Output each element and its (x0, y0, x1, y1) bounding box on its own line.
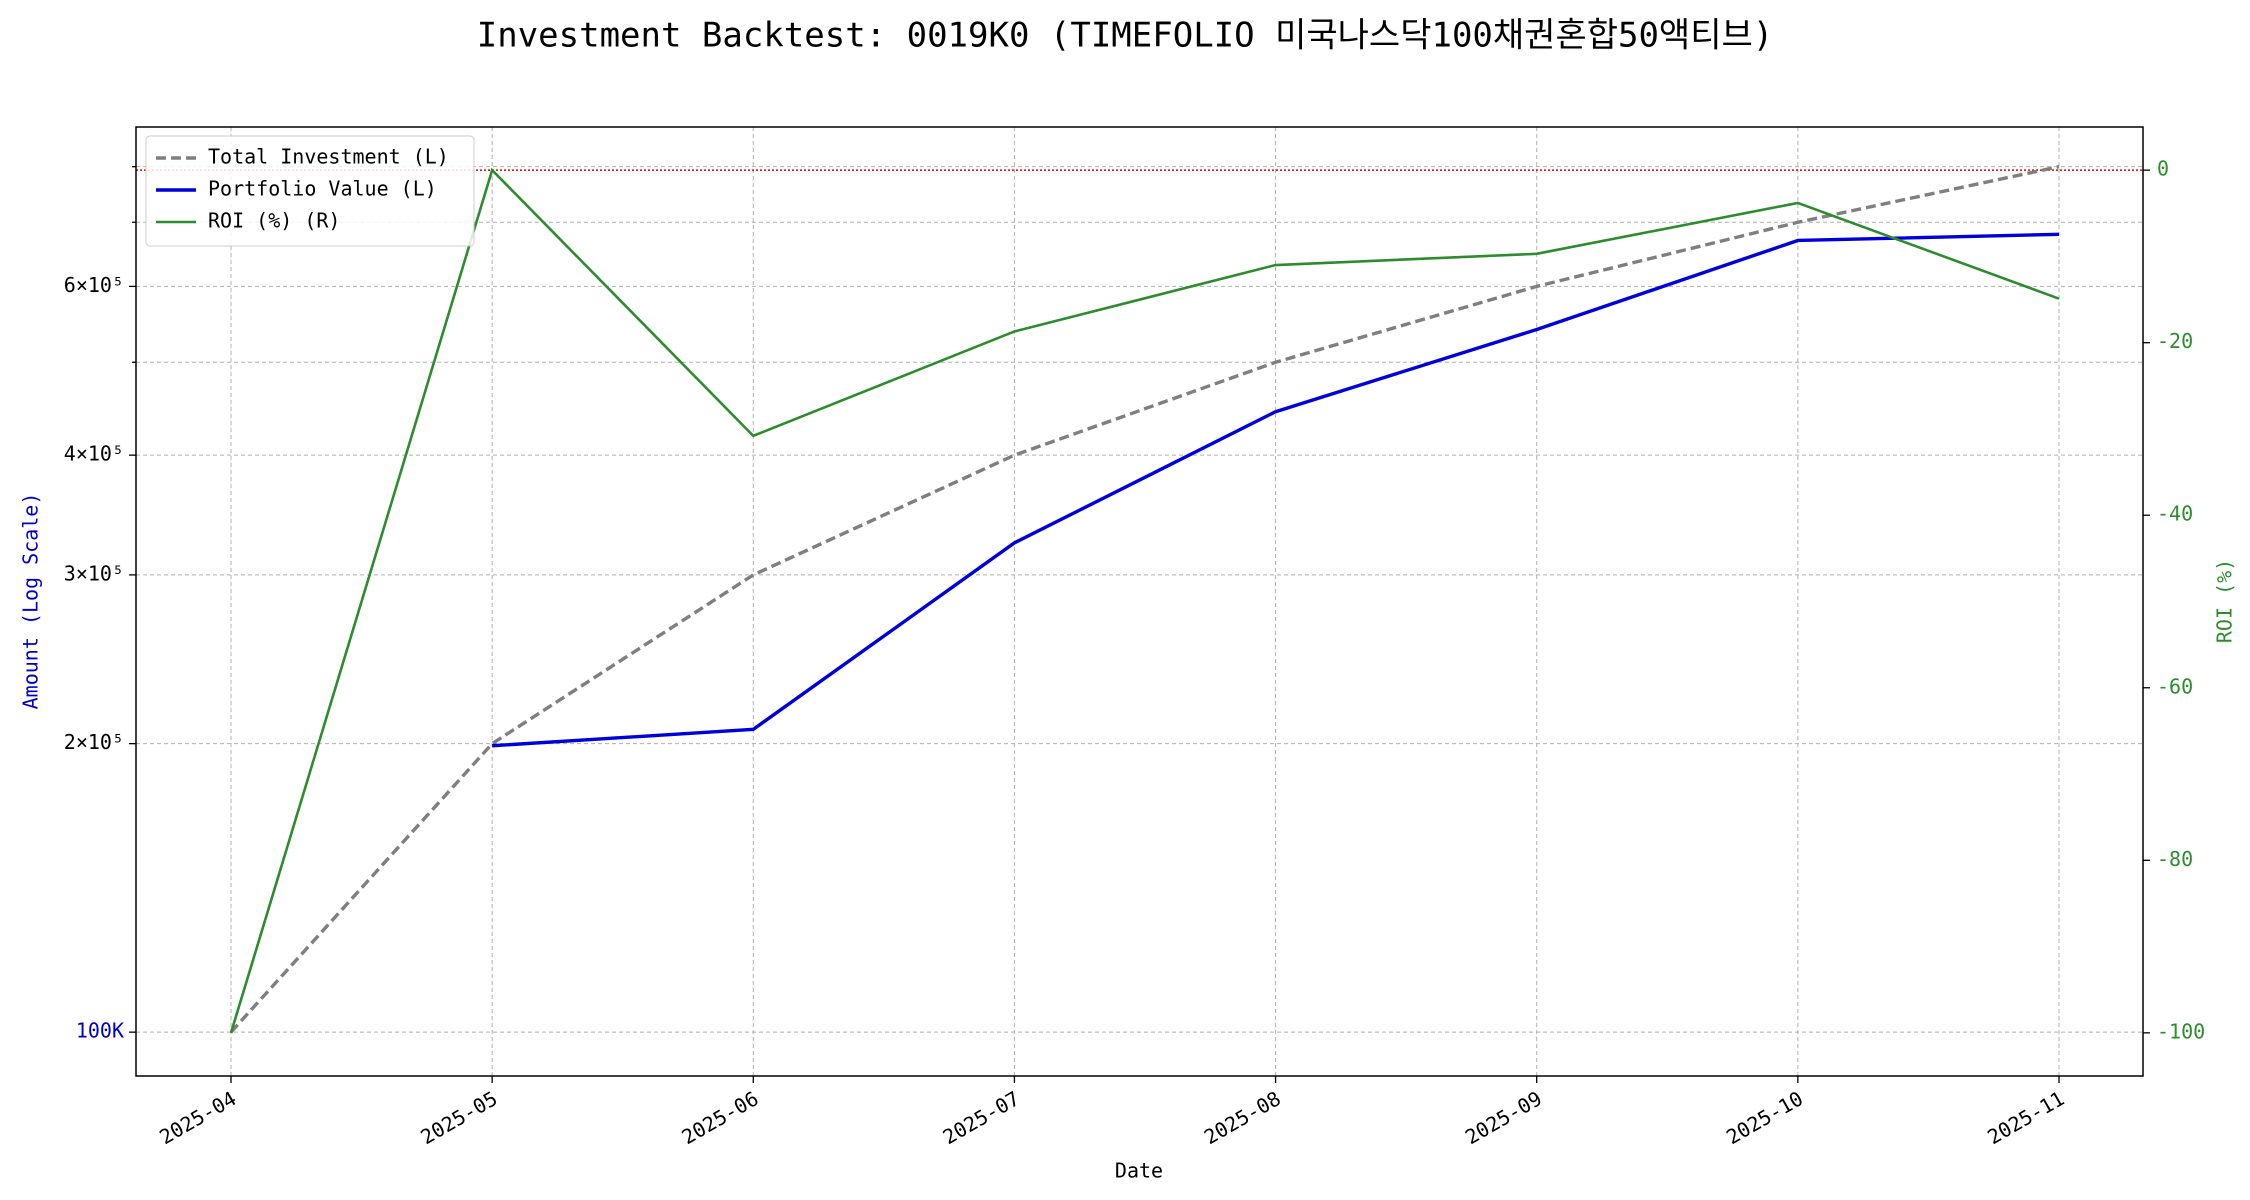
y2-tick-label: 0 (2157, 157, 2169, 181)
series-line (229, 165, 2060, 1034)
legend-label: ROI (%) (R) (208, 209, 340, 233)
series-line (492, 232, 2060, 748)
y2-tick-label: -20 (2157, 329, 2193, 353)
y-tick-label: 4×10⁵ (64, 442, 124, 466)
legend-box (145, 135, 475, 247)
x-tick-label: 2025-04 (155, 1086, 240, 1149)
y-tick-label: 100K (76, 1019, 124, 1043)
y-axis-label: Amount (Log Scale) (19, 493, 43, 710)
x-tick-label: 2025-10 (1722, 1086, 1807, 1149)
x-tick-label: 2025-05 (416, 1086, 501, 1149)
grid (136, 127, 2143, 1076)
plot-frame (135, 126, 2144, 1077)
x-tick-label: 2025-07 (939, 1086, 1024, 1149)
x-tick-label: 2025-09 (1461, 1086, 1546, 1149)
y-tick-label: 3×10⁵ (64, 561, 124, 585)
y2-tick-label: -40 (2157, 502, 2193, 526)
y2-tick-label: -60 (2157, 674, 2193, 698)
x-tick-label: 2025-06 (678, 1086, 763, 1149)
chart-title: Investment Backtest: 0019K0 (TIMEFOLIO 미… (477, 16, 1774, 56)
legend-label: Total Investment (L) (208, 145, 449, 169)
y-tick-label: 6×10⁵ (64, 273, 124, 297)
legend-label: Portfolio Value (L) (208, 177, 437, 201)
x-tick-label: 2025-08 (1200, 1086, 1285, 1149)
y2-tick-label: -100 (2157, 1019, 2205, 1043)
series-line (229, 167, 2060, 1034)
x-tick-label: 2025-11 (1983, 1086, 2068, 1149)
y2-tick-label: -80 (2157, 847, 2193, 871)
y-tick-label: 2×10⁵ (64, 730, 124, 754)
x-axis-label: Date (1115, 1159, 1163, 1183)
y2-axis-label: ROI (%) (2213, 559, 2237, 643)
